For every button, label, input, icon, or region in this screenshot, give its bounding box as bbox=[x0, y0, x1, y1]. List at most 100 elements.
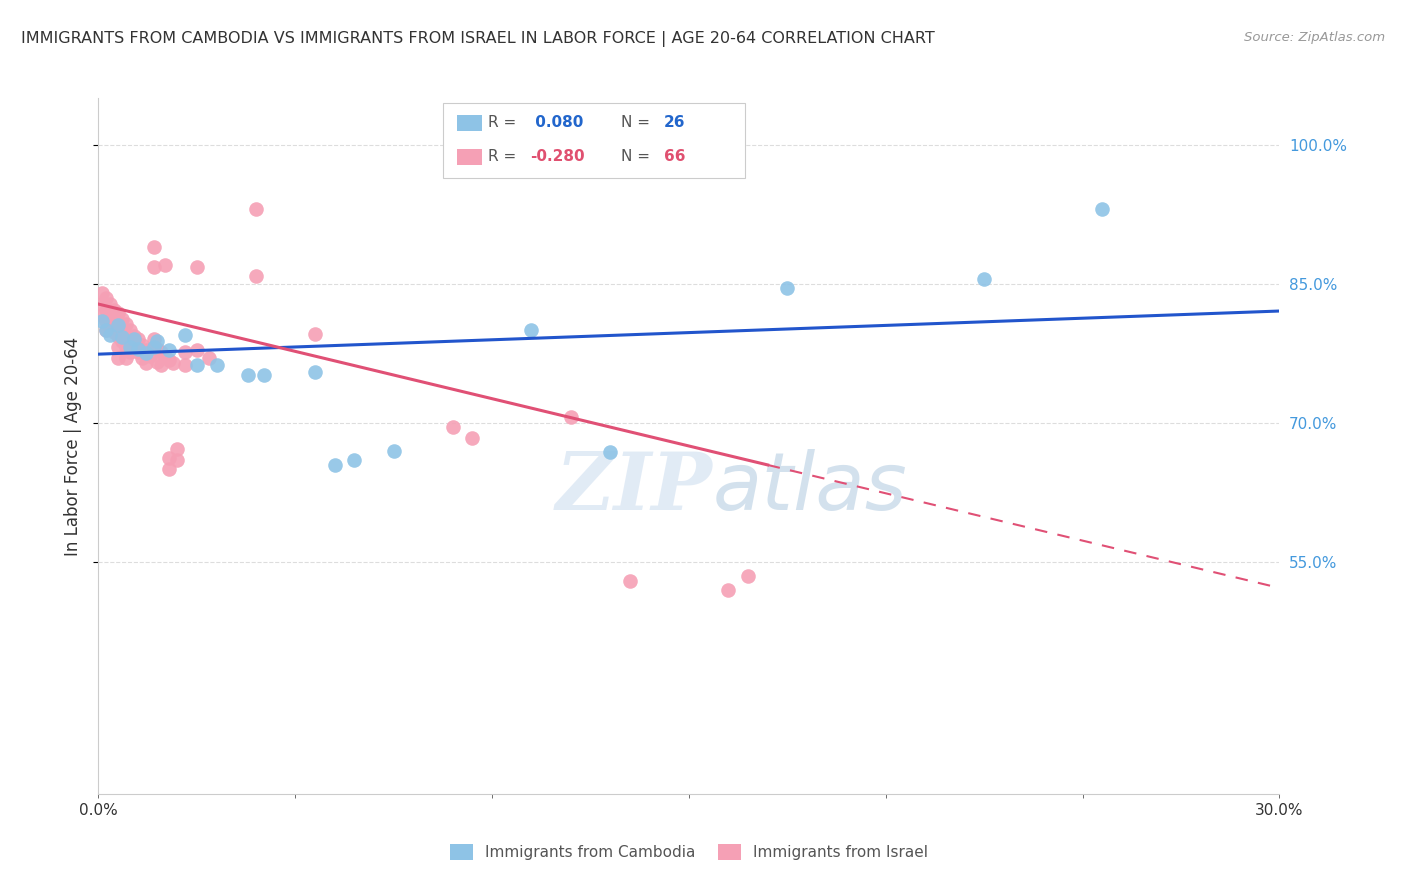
Point bbox=[118, 334, 141, 348]
Point bbox=[560, 410, 582, 425]
Point bbox=[107, 306, 129, 320]
Point bbox=[162, 356, 184, 370]
Point bbox=[91, 314, 114, 328]
Point bbox=[118, 340, 141, 354]
Point bbox=[127, 345, 149, 359]
Point bbox=[107, 328, 129, 343]
Point bbox=[91, 308, 114, 322]
Point bbox=[122, 328, 145, 343]
Point bbox=[166, 442, 188, 456]
Point bbox=[142, 332, 165, 346]
Point bbox=[138, 349, 160, 363]
Point bbox=[98, 309, 121, 323]
Point bbox=[150, 359, 173, 373]
Point bbox=[619, 574, 641, 588]
Point bbox=[98, 321, 121, 335]
Point bbox=[174, 345, 197, 359]
Point bbox=[304, 365, 326, 379]
Point bbox=[107, 340, 129, 354]
Point bbox=[91, 285, 114, 300]
Point bbox=[157, 352, 180, 367]
Point bbox=[98, 327, 121, 342]
Legend: Immigrants from Cambodia, Immigrants from Israel: Immigrants from Cambodia, Immigrants fro… bbox=[443, 838, 935, 866]
Point bbox=[382, 443, 405, 458]
Text: R =: R = bbox=[488, 115, 522, 129]
Point bbox=[973, 272, 995, 286]
Point bbox=[103, 325, 125, 339]
Point bbox=[155, 349, 177, 363]
Point bbox=[111, 323, 134, 337]
Point bbox=[197, 351, 219, 365]
Point bbox=[150, 345, 173, 359]
Text: 66: 66 bbox=[664, 149, 685, 163]
Point bbox=[131, 351, 153, 365]
Point bbox=[122, 342, 145, 356]
Text: N =: N = bbox=[621, 149, 655, 163]
Point bbox=[96, 323, 118, 337]
Point bbox=[131, 338, 153, 352]
Point bbox=[96, 302, 118, 317]
Text: -0.280: -0.280 bbox=[530, 149, 585, 163]
Point bbox=[186, 343, 208, 358]
Point bbox=[103, 302, 125, 317]
Point bbox=[599, 445, 621, 459]
Text: R =: R = bbox=[488, 149, 522, 163]
Point bbox=[186, 359, 208, 373]
Point bbox=[118, 345, 141, 359]
Point bbox=[157, 462, 180, 476]
Text: atlas: atlas bbox=[713, 449, 907, 527]
Point bbox=[146, 354, 169, 368]
Text: 0.080: 0.080 bbox=[530, 115, 583, 129]
Point bbox=[205, 359, 228, 373]
Point bbox=[135, 355, 157, 369]
Point bbox=[115, 340, 138, 354]
Point bbox=[174, 359, 197, 373]
Point bbox=[111, 334, 134, 348]
Point bbox=[717, 582, 740, 597]
Point bbox=[127, 332, 149, 346]
Point bbox=[245, 269, 267, 284]
Point bbox=[142, 239, 165, 253]
Point bbox=[520, 323, 543, 337]
Point bbox=[737, 569, 759, 583]
Point bbox=[146, 334, 169, 348]
Point bbox=[146, 342, 169, 356]
Point bbox=[343, 453, 366, 467]
Point bbox=[115, 328, 138, 343]
Point bbox=[127, 342, 149, 356]
Y-axis label: In Labor Force | Age 20-64: In Labor Force | Age 20-64 bbox=[65, 336, 83, 556]
Point bbox=[91, 297, 114, 311]
Point bbox=[111, 312, 134, 326]
Point bbox=[96, 291, 118, 305]
Point bbox=[96, 314, 118, 328]
Point bbox=[304, 326, 326, 341]
Point bbox=[142, 260, 165, 274]
Point bbox=[174, 327, 197, 342]
Point bbox=[118, 323, 141, 337]
Point bbox=[155, 258, 177, 272]
Text: ZIP: ZIP bbox=[555, 449, 713, 526]
Point bbox=[776, 281, 799, 295]
Point bbox=[107, 351, 129, 365]
Point bbox=[98, 297, 121, 311]
Point bbox=[157, 343, 180, 358]
Point bbox=[103, 314, 125, 328]
Point bbox=[166, 453, 188, 467]
Point bbox=[441, 419, 464, 434]
Point bbox=[107, 318, 129, 332]
Text: IMMIGRANTS FROM CAMBODIA VS IMMIGRANTS FROM ISRAEL IN LABOR FORCE | AGE 20-64 CO: IMMIGRANTS FROM CAMBODIA VS IMMIGRANTS F… bbox=[21, 31, 935, 47]
Text: 26: 26 bbox=[664, 115, 685, 129]
Point bbox=[107, 318, 129, 333]
Point bbox=[253, 368, 276, 382]
Point bbox=[245, 202, 267, 217]
Point bbox=[461, 431, 484, 445]
Point bbox=[96, 323, 118, 337]
Point bbox=[142, 340, 165, 354]
Text: Source: ZipAtlas.com: Source: ZipAtlas.com bbox=[1244, 31, 1385, 45]
Point bbox=[1091, 202, 1114, 217]
Point bbox=[115, 318, 138, 332]
Text: N =: N = bbox=[621, 115, 655, 129]
Point bbox=[323, 458, 346, 472]
Point bbox=[122, 332, 145, 346]
Point bbox=[115, 351, 138, 365]
